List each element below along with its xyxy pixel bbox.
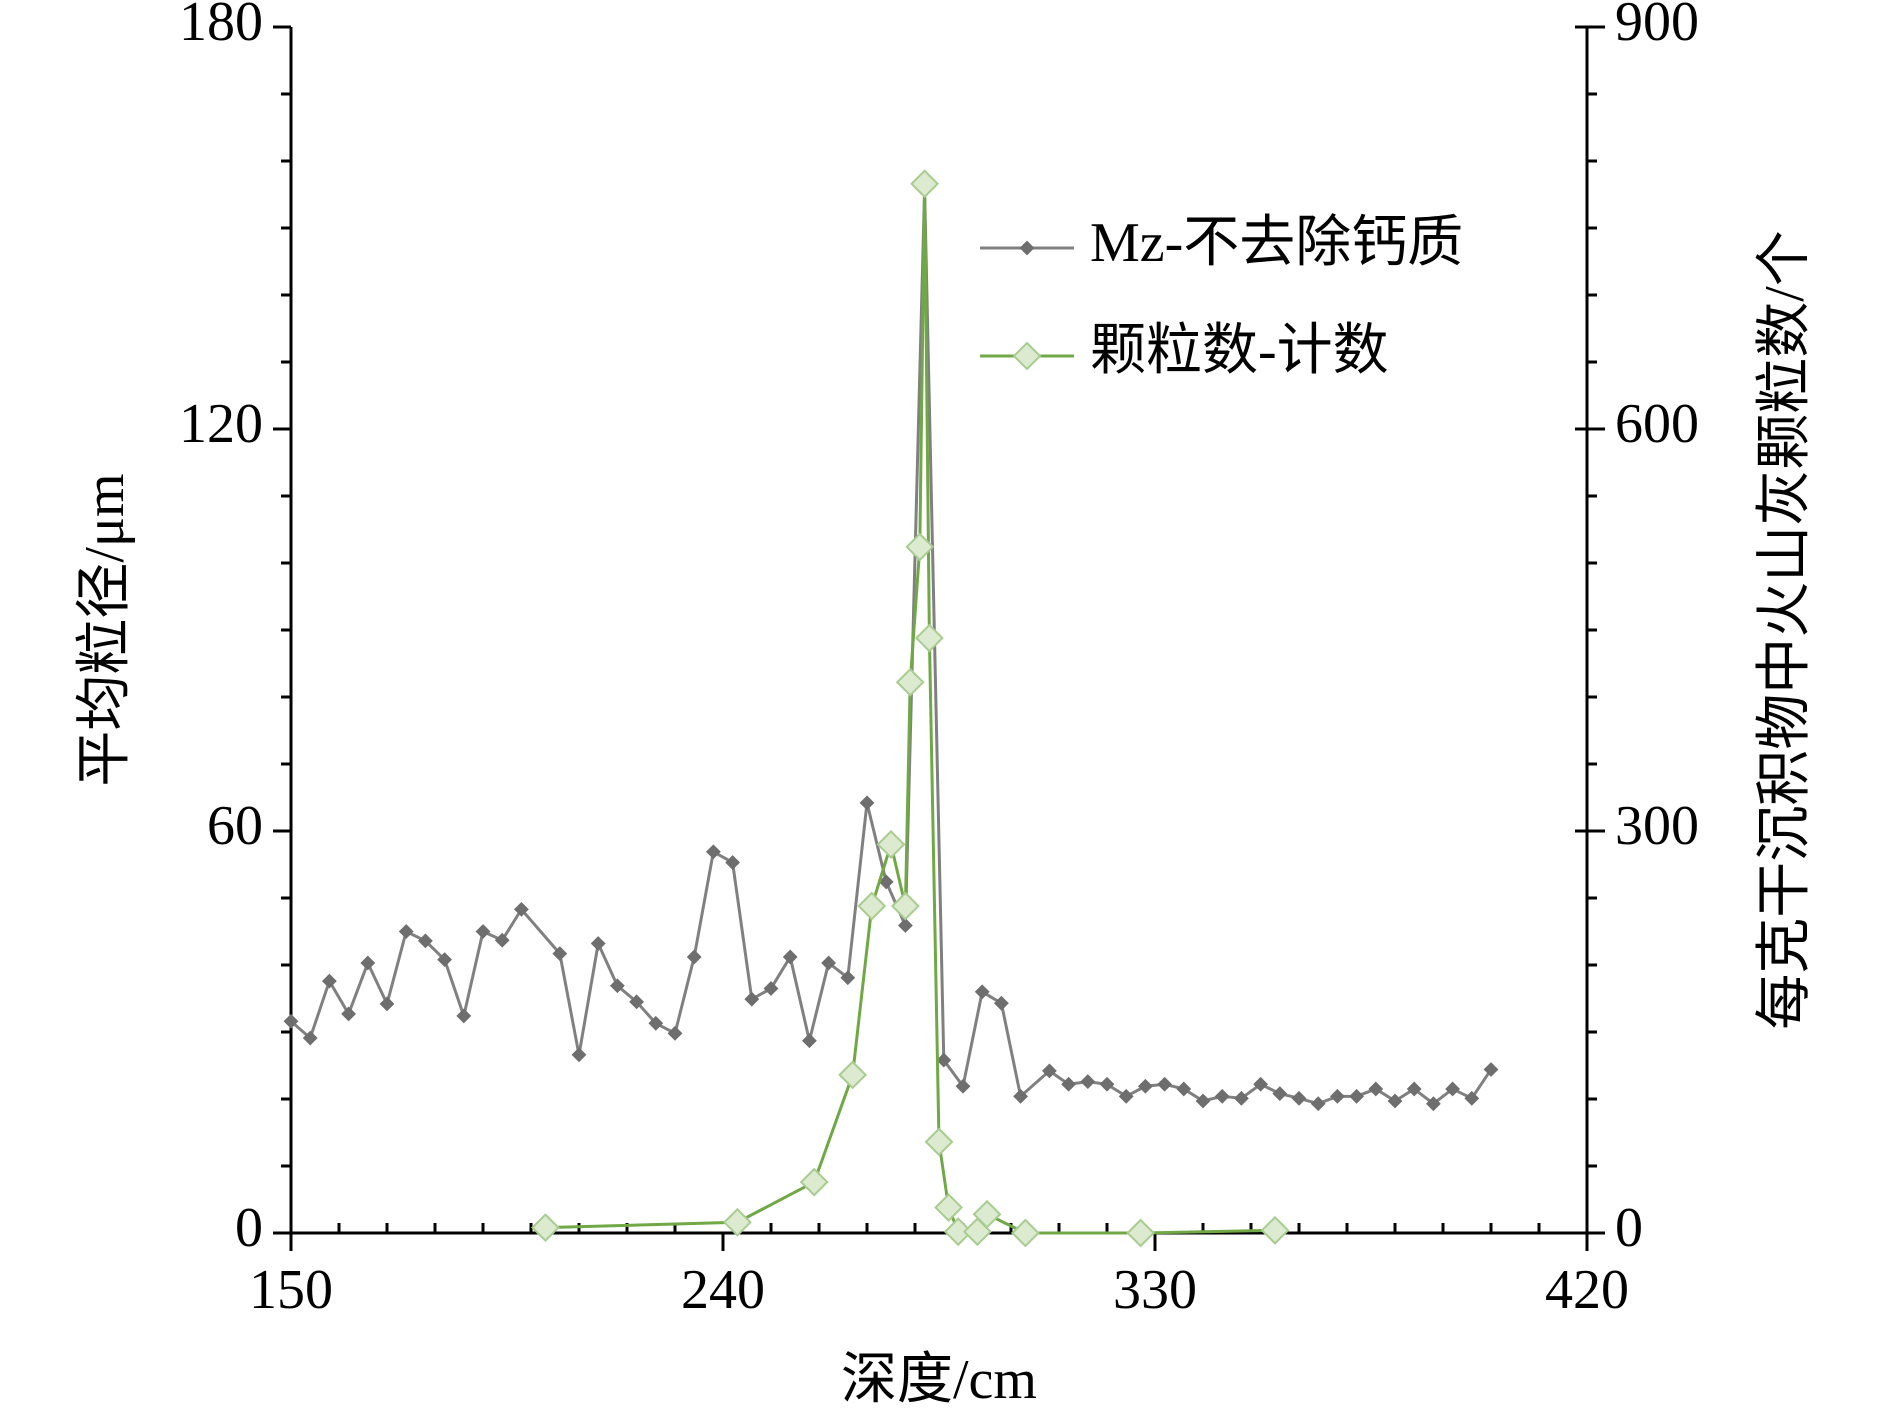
marker	[590, 936, 606, 951]
marker	[955, 1078, 971, 1094]
marker	[379, 996, 395, 1012]
marker	[1099, 1076, 1115, 1092]
marker	[1061, 1076, 1077, 1092]
marker	[1080, 1074, 1096, 1089]
marker	[890, 891, 920, 921]
marker	[857, 891, 887, 921]
marker	[571, 1047, 587, 1063]
marker	[1195, 1093, 1211, 1109]
marker	[943, 1217, 973, 1247]
marker	[722, 1207, 752, 1237]
marker	[1013, 1088, 1029, 1104]
marker	[1368, 1081, 1384, 1097]
marker	[1349, 1088, 1365, 1104]
marker	[859, 795, 875, 811]
marker	[648, 1015, 664, 1031]
marker	[974, 984, 990, 1000]
marker	[1041, 1063, 1057, 1079]
marker	[763, 981, 779, 996]
marker	[629, 994, 645, 1010]
y-tick-label: 0	[235, 1197, 263, 1259]
marker	[895, 667, 925, 697]
marker	[1406, 1081, 1422, 1097]
y-tick-label: 60	[207, 795, 263, 857]
marker	[782, 949, 798, 965]
marker	[1214, 1088, 1230, 1104]
marker	[821, 955, 837, 971]
y2-tick-label: 600	[1615, 393, 1699, 455]
marker	[667, 1025, 683, 1041]
marker	[494, 932, 510, 948]
marker	[552, 946, 568, 962]
marker	[475, 924, 491, 939]
y2-axis-label: 每克干沉积物中火山灰颗粒数/个	[1754, 230, 1816, 1030]
marker	[1233, 1090, 1249, 1106]
marker	[876, 829, 906, 859]
marker	[609, 978, 625, 994]
marker	[914, 623, 944, 653]
marker	[972, 1199, 1002, 1229]
marker	[1291, 1090, 1307, 1106]
marker	[417, 933, 433, 949]
legend-marker	[1012, 341, 1042, 371]
marker	[513, 901, 529, 917]
y-axis-label: 平均粒径/μm	[74, 473, 136, 786]
y2-tick-label: 900	[1615, 0, 1699, 53]
marker	[993, 995, 1009, 1011]
marker	[705, 844, 721, 860]
legend-marker	[1019, 240, 1035, 256]
marker	[1010, 1218, 1040, 1248]
marker	[283, 1013, 299, 1029]
marker	[1260, 1215, 1290, 1245]
marker	[897, 918, 913, 933]
x-tick-label: 330	[1113, 1259, 1197, 1321]
marker	[924, 1127, 954, 1157]
marker	[744, 991, 760, 1007]
x-tick-label: 150	[249, 1259, 333, 1321]
marker	[910, 169, 940, 199]
marker	[1137, 1078, 1153, 1094]
marker	[341, 1006, 357, 1022]
marker	[437, 952, 453, 968]
marker	[686, 949, 702, 965]
marker	[360, 955, 376, 971]
marker	[1425, 1096, 1441, 1112]
marker	[838, 1060, 868, 1090]
marker	[1445, 1081, 1461, 1097]
x-tick-label: 420	[1545, 1259, 1629, 1321]
marker	[1464, 1090, 1480, 1106]
marker	[321, 973, 337, 989]
marker	[878, 874, 894, 890]
marker	[1272, 1086, 1288, 1102]
legend-label: 颗粒数-计数	[1090, 320, 1389, 382]
marker	[840, 970, 856, 986]
marker	[302, 1030, 318, 1046]
y-tick-label: 180	[179, 0, 263, 53]
marker	[456, 1008, 472, 1024]
marker	[398, 924, 414, 939]
marker	[1387, 1093, 1403, 1109]
marker	[530, 1213, 560, 1243]
marker	[905, 532, 935, 562]
marker	[799, 1167, 829, 1197]
y-tick-label: 120	[179, 393, 263, 455]
marker	[1329, 1088, 1345, 1104]
marker	[1483, 1062, 1499, 1077]
marker	[801, 1033, 817, 1049]
marker	[1118, 1088, 1134, 1104]
x-axis-label: 深度/cm	[841, 1349, 1037, 1411]
marker	[1157, 1076, 1173, 1092]
y2-tick-label: 300	[1615, 795, 1699, 857]
y2-tick-label: 0	[1615, 1197, 1643, 1259]
marker	[934, 1193, 964, 1222]
marker	[936, 1052, 952, 1068]
marker	[1253, 1076, 1269, 1092]
marker	[1126, 1218, 1156, 1248]
x-tick-label: 240	[681, 1259, 765, 1321]
marker	[1176, 1081, 1192, 1097]
legend-label: Mz-不去除钙质	[1090, 212, 1463, 274]
marker	[725, 855, 741, 870]
marker	[1310, 1096, 1326, 1112]
